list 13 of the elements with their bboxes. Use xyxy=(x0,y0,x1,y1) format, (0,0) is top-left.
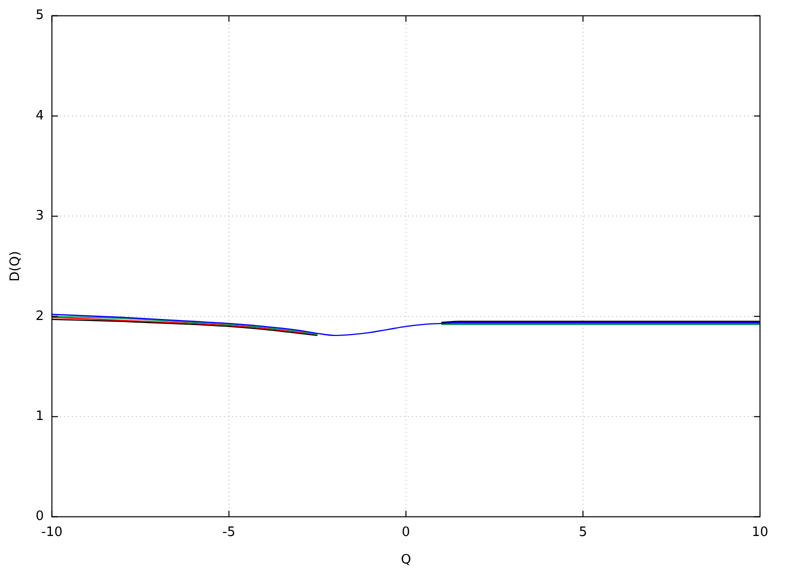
y-tick-label: 5 xyxy=(36,8,44,24)
y-tick-label: 0 xyxy=(36,509,44,524)
x-axis-title: Q xyxy=(400,552,412,568)
x-tick-label: 0 xyxy=(402,524,410,540)
x-tick-label: -10 xyxy=(41,524,62,540)
y-tick-label: 1 xyxy=(36,408,44,424)
y-tick-label: 2 xyxy=(36,308,44,324)
y-tick-label: 4 xyxy=(36,108,44,124)
y-axis-title: D(Q) xyxy=(8,251,24,282)
x-tick-label: -5 xyxy=(222,524,236,540)
x-tick-label: 5 xyxy=(578,524,588,540)
x-tick-label: 10 xyxy=(752,524,768,540)
y-tick-label: 3 xyxy=(36,208,44,224)
